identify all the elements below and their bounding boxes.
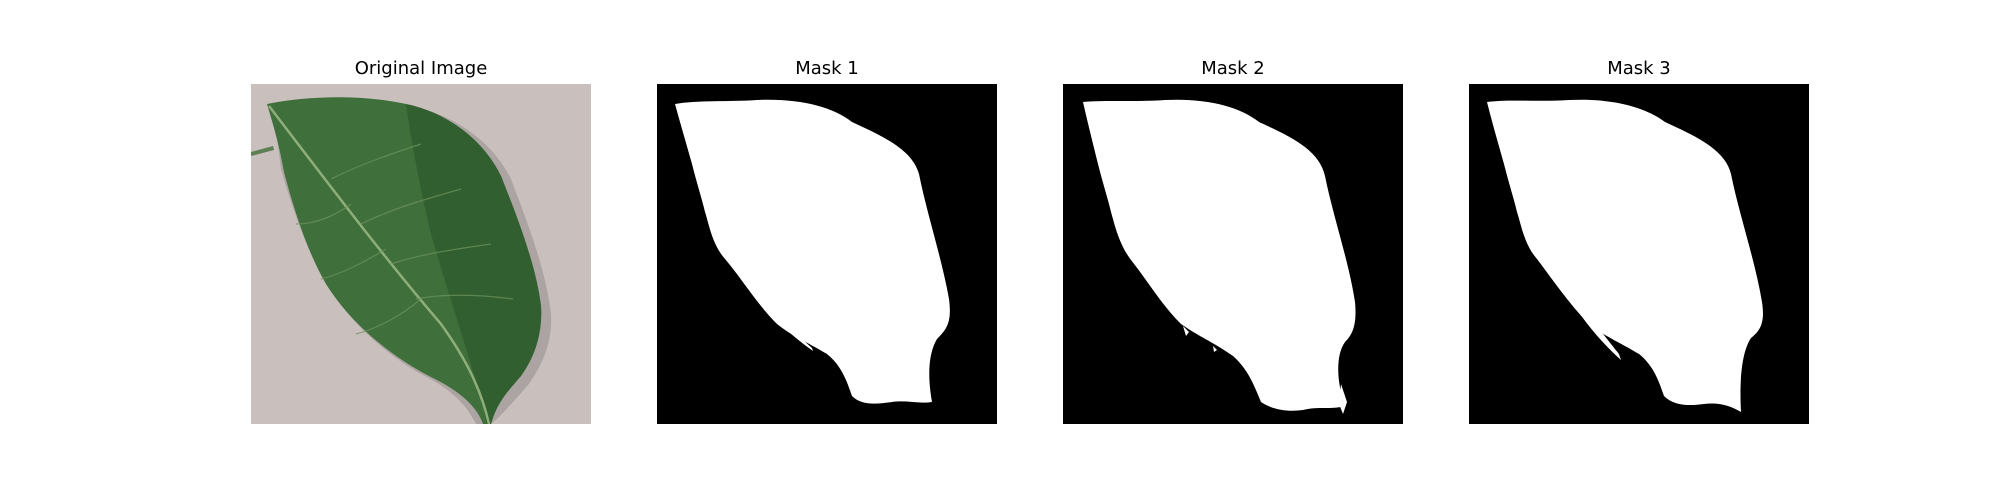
panel-title-original: Original Image xyxy=(354,58,488,79)
mask-1 xyxy=(657,84,997,424)
original-image xyxy=(251,84,591,424)
mask-2-leaf xyxy=(1083,99,1356,411)
leaf-photo xyxy=(251,84,591,424)
leaf-midrib xyxy=(268,105,491,424)
panel-title-mask-2: Mask 2 xyxy=(1201,58,1265,79)
leaf-shaded-half xyxy=(406,104,542,424)
leaf-veins xyxy=(295,143,514,335)
panel-title-mask-1: Mask 1 xyxy=(795,58,859,79)
mask-3 xyxy=(1469,84,1809,424)
mask-1-image xyxy=(657,84,997,424)
mask-3-leaf xyxy=(1487,99,1763,412)
mask-2 xyxy=(1063,84,1403,424)
mask-3-stem xyxy=(1564,284,1621,360)
mask-2-image xyxy=(1063,84,1403,424)
stem-fragment xyxy=(251,146,274,156)
mask-1-leaf xyxy=(675,99,950,404)
mask-1-stem xyxy=(763,298,813,351)
panel-title-mask-3: Mask 3 xyxy=(1607,58,1671,79)
mask-3-image xyxy=(1469,84,1809,424)
